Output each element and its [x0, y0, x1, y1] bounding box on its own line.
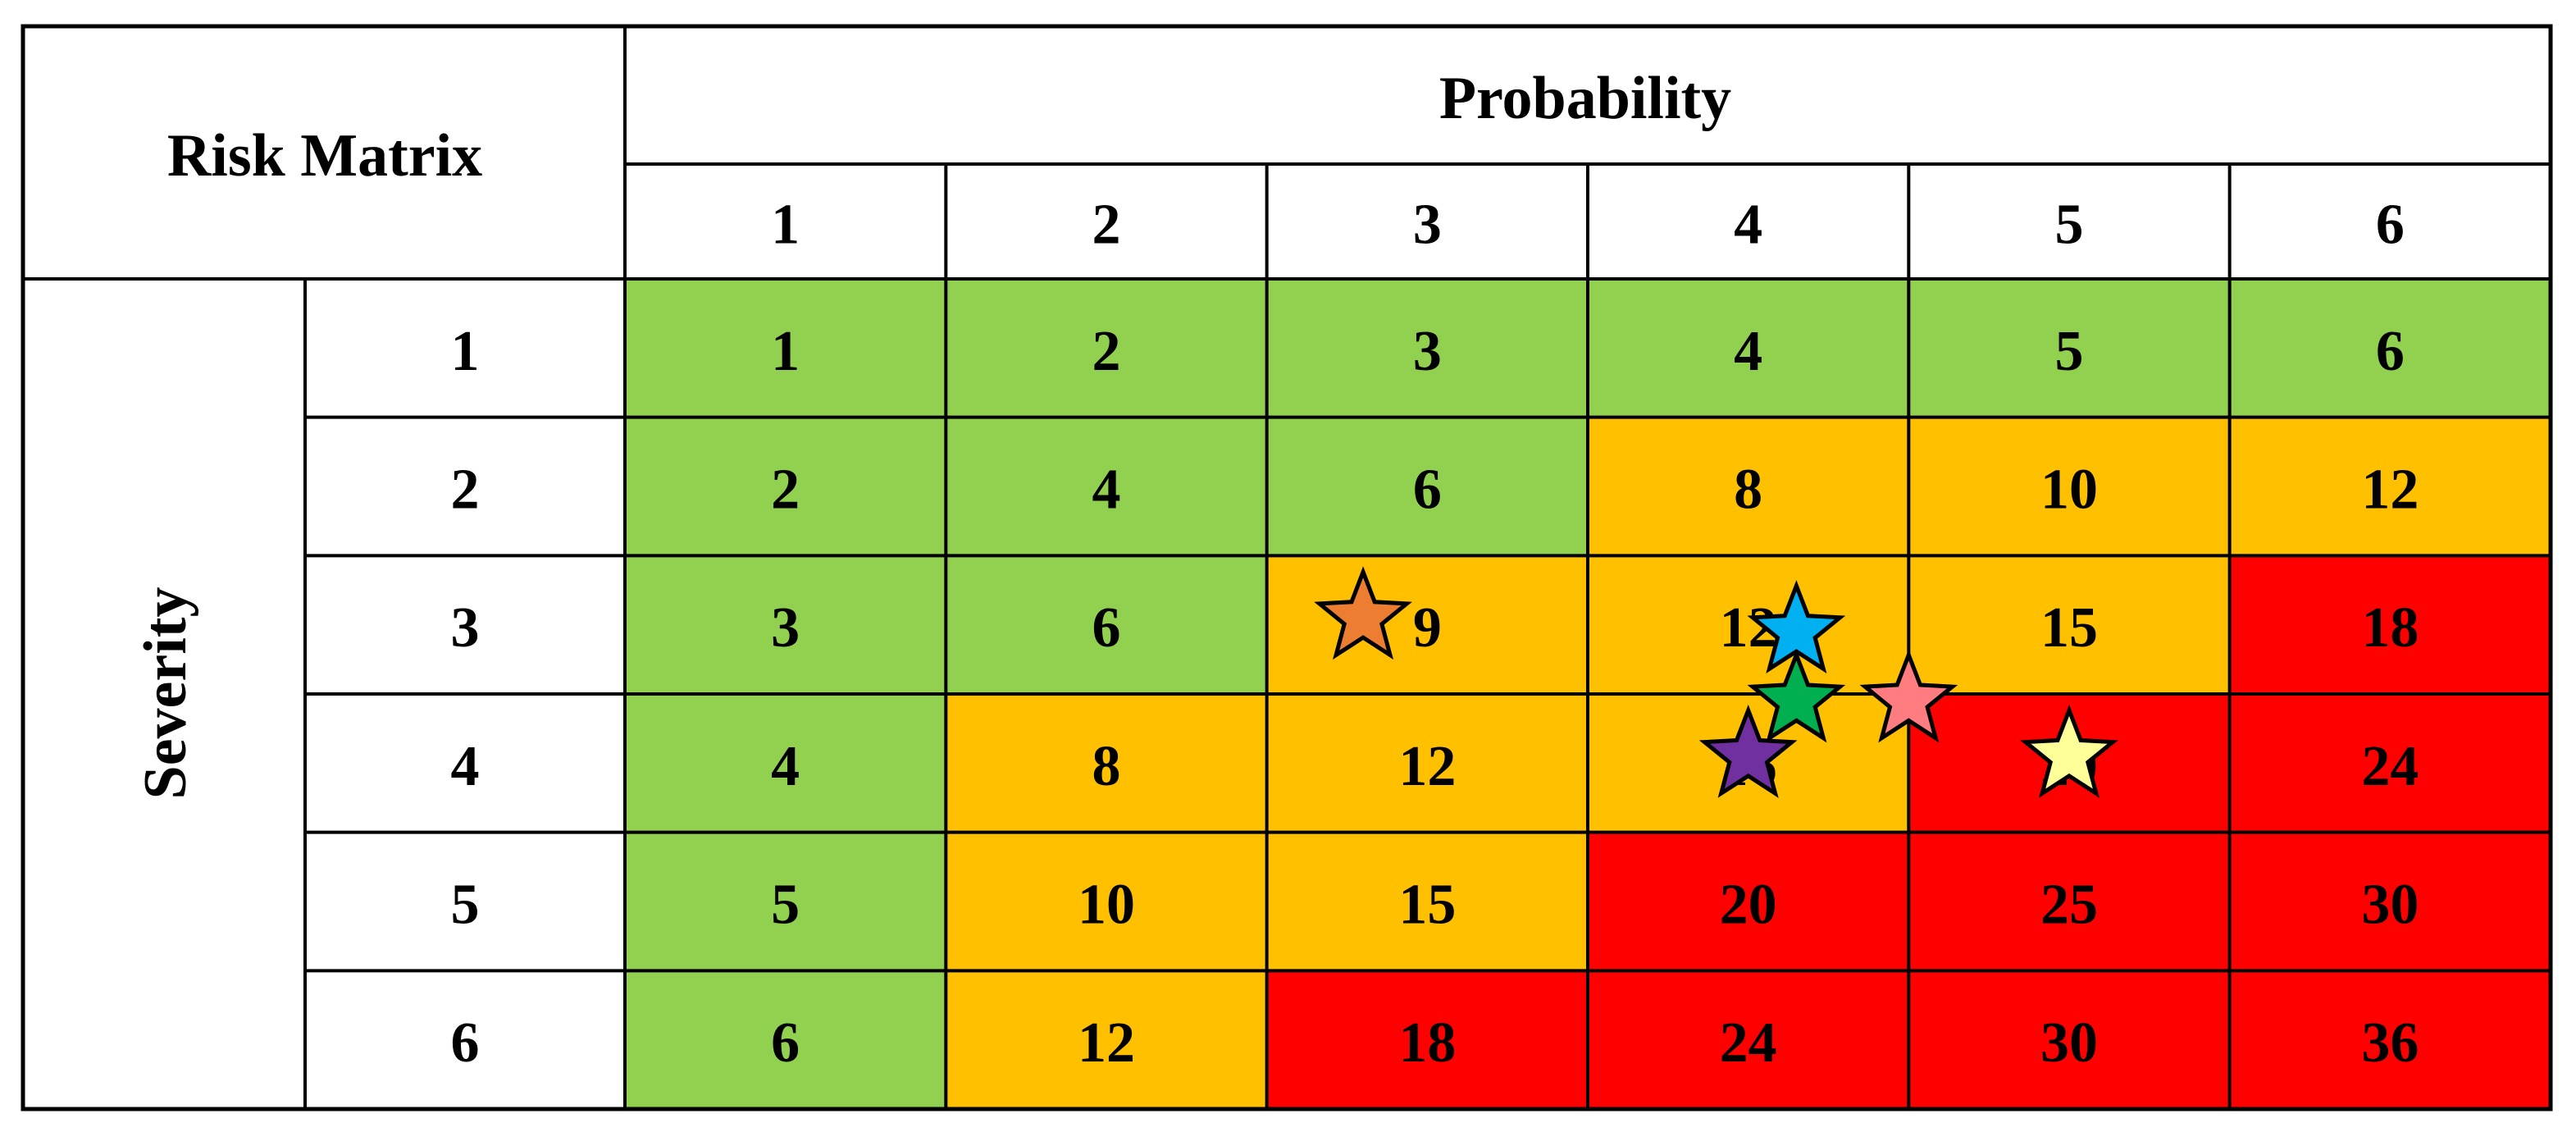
risk-cell-high [2229, 694, 2551, 833]
risk-cell-medium [1587, 555, 1909, 695]
risk-score: 2 [771, 459, 800, 522]
risk-cell-low [625, 417, 946, 556]
risk-cell-high [1266, 970, 1588, 1110]
risk-cell-high [1908, 970, 2230, 1110]
grid-lines [21, 24, 2553, 1111]
risk-cell-medium [946, 694, 1267, 833]
risk-cell-high [2229, 555, 2551, 695]
severity-header: Severity [132, 587, 199, 800]
risk-cell-medium [1908, 555, 2230, 695]
probability-level-6: 6 [2376, 194, 2405, 257]
risk-markers [1314, 566, 2118, 798]
risk-score: 6 [771, 1011, 800, 1075]
risk-score: 12 [1078, 1011, 1135, 1075]
risk-cell-low [1266, 417, 1588, 556]
severity-level-3: 3 [451, 596, 480, 660]
probability-level-1: 1 [771, 194, 800, 257]
risk-marker-star-icon [1698, 704, 1798, 798]
risk-score: 12 [2361, 459, 2419, 522]
risk-score: 12 [1398, 735, 1456, 798]
severity-level-2: 2 [451, 459, 480, 522]
risk-score: 24 [1720, 1011, 1777, 1075]
probability-level-4: 4 [1734, 194, 1762, 257]
risk-cell-medium [1587, 417, 1909, 556]
risk-score: 6 [1413, 459, 1442, 522]
risk-score: 25 [2040, 874, 2098, 937]
probability-header: Probability [1439, 65, 1731, 132]
risk-marker-star-icon [1314, 566, 1412, 660]
risk-score: 36 [2361, 1011, 2419, 1075]
risk-score: 30 [2040, 1011, 2098, 1075]
risk-cell-low [625, 832, 946, 971]
risk-score: 5 [771, 874, 800, 937]
risk-score: 4 [1734, 320, 1762, 383]
risk-score: 15 [2040, 596, 2098, 660]
risk-cell-high [1908, 832, 2230, 971]
risk-cell-low [946, 417, 1267, 556]
risk-cell-medium [2229, 417, 2551, 556]
risk-score: 5 [2054, 320, 2083, 383]
risk-score: 6 [2376, 320, 2405, 383]
risk-marker-star-icon [1859, 649, 1958, 743]
risk-cell-high [2229, 970, 2551, 1110]
risk-score: 20 [1720, 874, 1777, 937]
risk-cell-low [625, 694, 946, 833]
risk-cell-high [1587, 970, 1909, 1110]
risk-cell-medium [1908, 417, 2230, 556]
risk-cell-medium [946, 970, 1267, 1110]
risk-cell-low [1587, 279, 1909, 418]
risk-cell-medium [946, 832, 1267, 971]
risk-score: 2 [1092, 320, 1120, 383]
risk-cell-low [1908, 279, 2230, 418]
risk-score: 18 [1398, 1011, 1456, 1075]
risk-cell-medium [1266, 832, 1588, 971]
corner-label: Risk Matrix [167, 122, 482, 189]
risk-cell-medium [1266, 555, 1588, 695]
headers: Risk Matrix Probability Severity [132, 65, 1731, 799]
risk-cell-low [625, 279, 946, 418]
risk-cell-high [1587, 832, 1909, 971]
risk-score: 8 [1092, 735, 1120, 798]
severity-level-4: 4 [451, 735, 480, 798]
risk-cells [625, 279, 2551, 1110]
severity-level-6: 6 [451, 1011, 480, 1075]
risk-score: 30 [2361, 874, 2419, 937]
severity-level-1: 1 [451, 320, 480, 383]
probability-level-2: 2 [1092, 194, 1120, 257]
risk-cell-low [625, 970, 946, 1110]
outer-border [21, 24, 2553, 1111]
risk-score: 10 [1078, 874, 1135, 937]
severity-level-5: 5 [451, 874, 480, 937]
probability-level-3: 3 [1413, 194, 1442, 257]
risk-score: 18 [2361, 596, 2419, 660]
risk-score: 24 [2361, 735, 2419, 798]
risk-score: 4 [1092, 459, 1120, 522]
risk-cell-low [1266, 279, 1588, 418]
risk-marker-star-icon [1747, 649, 1846, 743]
risk-score: 1 [771, 320, 800, 383]
risk-cell-low [946, 555, 1267, 695]
risk-score: 3 [1413, 320, 1442, 383]
risk-cell-low [946, 279, 1267, 418]
risk-marker-star-icon [2020, 704, 2118, 798]
risk-score: 15 [1398, 874, 1456, 937]
risk-score: 6 [1092, 596, 1120, 660]
probability-level-5: 5 [2054, 194, 2083, 257]
risk-score: 8 [1734, 459, 1762, 522]
risk-score: 10 [2040, 459, 2098, 522]
risk-score: 9 [1413, 596, 1442, 660]
risk-cell-low [2229, 279, 2551, 418]
risk-score: 3 [771, 596, 800, 660]
risk-score: 4 [771, 735, 800, 798]
risk-cell-low [625, 555, 946, 695]
risk-cell-medium [1266, 694, 1588, 833]
risk-cell-high [2229, 832, 2551, 971]
